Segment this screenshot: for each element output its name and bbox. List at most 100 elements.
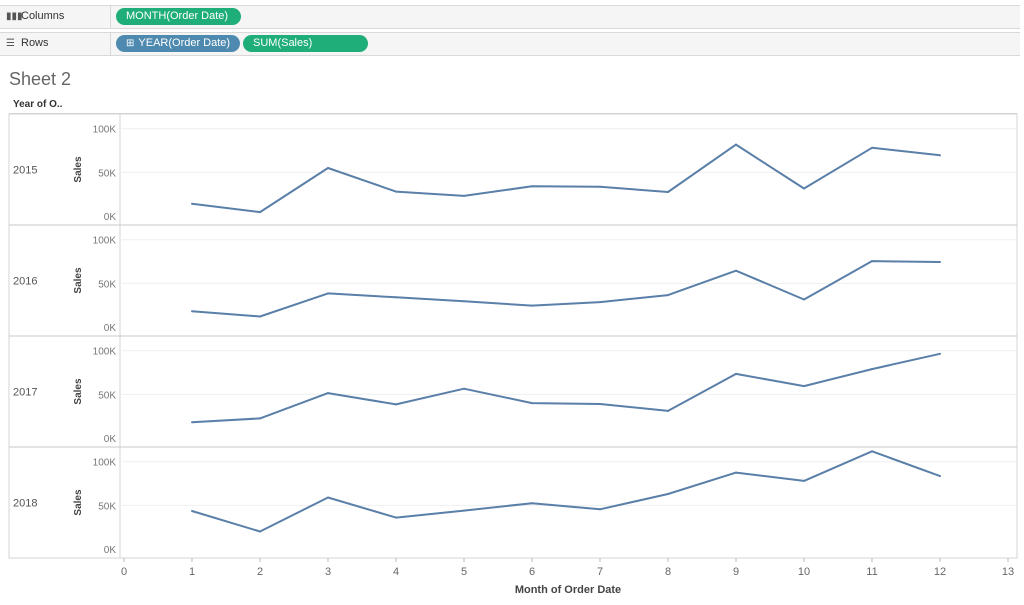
rows-shelf[interactable]: ☰ Rows ⊞ YEAR(Order Date) SUM(Sales)	[0, 32, 1020, 56]
data-point-2016-10	[803, 298, 805, 301]
series-line-2016	[191, 260, 941, 318]
data-point-2015-10	[803, 187, 805, 190]
data-point-2017-12	[939, 352, 941, 355]
y-tick-label: 0K	[104, 323, 117, 334]
data-point-2015-7	[599, 185, 601, 188]
data-point-2018-10	[803, 479, 805, 482]
panel-label-2017: 2017	[13, 387, 37, 399]
data-point-2015-8	[667, 191, 669, 193]
data-point-2015-6	[531, 185, 533, 188]
y-tick-label: 0K	[104, 212, 117, 223]
data-point-2017-8	[667, 409, 669, 412]
sum-sales-pill[interactable]: SUM(Sales)	[243, 35, 368, 52]
x-tick-label: 2	[257, 566, 263, 578]
series-line-2017	[191, 352, 941, 424]
data-point-2015-1	[191, 202, 193, 205]
x-tick-label: 13	[1002, 566, 1014, 578]
columns-icon: ▮▮▮	[6, 11, 23, 22]
x-tick-label: 4	[393, 566, 399, 578]
data-point-2018-2	[259, 530, 261, 533]
y-tick-label: 50K	[98, 501, 116, 512]
data-point-2016-6	[531, 304, 533, 307]
expand-plus-icon[interactable]: ⊞	[126, 38, 135, 49]
data-point-2018-5	[463, 509, 465, 512]
x-tick-label: 10	[798, 566, 810, 578]
data-point-2018-3	[327, 496, 329, 499]
rows-icon: ☰	[6, 38, 15, 49]
shelf-divider	[110, 6, 111, 28]
data-point-2017-3	[327, 392, 329, 395]
series-line-2018	[191, 450, 941, 533]
data-point-2018-6	[531, 502, 533, 505]
data-point-2016-7	[599, 301, 601, 304]
y-tick-label: 0K	[104, 434, 117, 445]
month-order-date-pill[interactable]: MONTH(Order Date)	[116, 8, 241, 25]
data-point-2017-6	[531, 402, 533, 405]
x-tick-label: 3	[325, 566, 331, 578]
panel-label-2016: 2016	[13, 276, 37, 288]
x-tick-label: 1	[189, 566, 195, 578]
year-order-date-pill[interactable]: ⊞ YEAR(Order Date)	[116, 35, 240, 52]
panel-label-2015: 2015	[13, 165, 37, 177]
x-axis-title: Month of Order Date	[515, 584, 621, 596]
y-tick-label: 100K	[93, 125, 117, 136]
data-point-2015-11	[871, 146, 873, 149]
panel-label-2018: 2018	[13, 498, 37, 510]
x-tick-label: 8	[665, 566, 671, 578]
data-point-2016-11	[871, 260, 873, 263]
y-tick-label: 100K	[93, 347, 117, 358]
data-point-2017-7	[599, 402, 601, 405]
data-point-2017-2	[259, 417, 261, 420]
data-point-2018-9	[735, 471, 737, 474]
data-point-2016-3	[327, 292, 329, 295]
y-axis-title: Sales	[73, 267, 84, 294]
x-tick-label: 9	[733, 566, 739, 578]
series-line-2015	[191, 143, 941, 214]
y-tick-label: 0K	[104, 545, 117, 556]
data-point-2016-5	[463, 300, 465, 303]
data-point-2015-12	[939, 154, 941, 157]
data-point-2015-2	[259, 211, 261, 214]
data-point-2017-9	[735, 372, 737, 375]
x-tick-label: 12	[934, 566, 946, 578]
data-point-2016-12	[939, 260, 941, 263]
x-tick-label: 0	[121, 566, 127, 578]
y-tick-label: 100K	[93, 236, 117, 247]
y-axis-title: Sales	[73, 489, 84, 516]
shelf-divider	[110, 33, 111, 55]
data-point-2018-1	[191, 510, 193, 513]
data-point-2017-1	[191, 421, 193, 424]
x-tick-label: 7	[597, 566, 603, 578]
data-point-2015-9	[735, 143, 737, 146]
y-axis-title: Sales	[73, 156, 84, 183]
sheet-title: Sheet 2	[9, 69, 72, 89]
data-point-2018-11	[871, 450, 873, 453]
data-point-2016-8	[667, 294, 669, 297]
y-tick-label: 50K	[98, 390, 116, 401]
data-point-2016-4	[395, 296, 397, 299]
data-point-2018-4	[395, 516, 397, 519]
y-tick-label: 50K	[98, 168, 116, 179]
y-tick-label: 50K	[98, 279, 116, 290]
y-axis-title: Sales	[73, 378, 84, 405]
data-point-2015-5	[463, 194, 465, 197]
row-header: Year of O..	[13, 99, 63, 110]
data-point-2016-1	[191, 310, 193, 313]
x-tick-label: 5	[461, 566, 467, 578]
data-point-2017-11	[871, 368, 873, 371]
x-tick-label: 11	[866, 566, 877, 578]
data-point-2017-5	[463, 387, 465, 390]
data-point-2018-12	[939, 475, 941, 478]
rows-shelf-label: ☰ Rows	[6, 37, 49, 49]
data-point-2015-3	[327, 167, 329, 169]
data-point-2018-8	[667, 493, 669, 496]
x-tick-label: 6	[529, 566, 535, 578]
columns-shelf-label: ▮▮▮Columns	[6, 10, 65, 22]
data-point-2017-10	[803, 385, 805, 388]
columns-shelf[interactable]: ▮▮▮Columns MONTH(Order Date)	[0, 5, 1020, 29]
data-point-2017-4	[395, 403, 397, 406]
y-tick-label: 100K	[93, 458, 117, 469]
data-point-2016-2	[259, 315, 261, 318]
data-point-2016-9	[735, 269, 737, 272]
